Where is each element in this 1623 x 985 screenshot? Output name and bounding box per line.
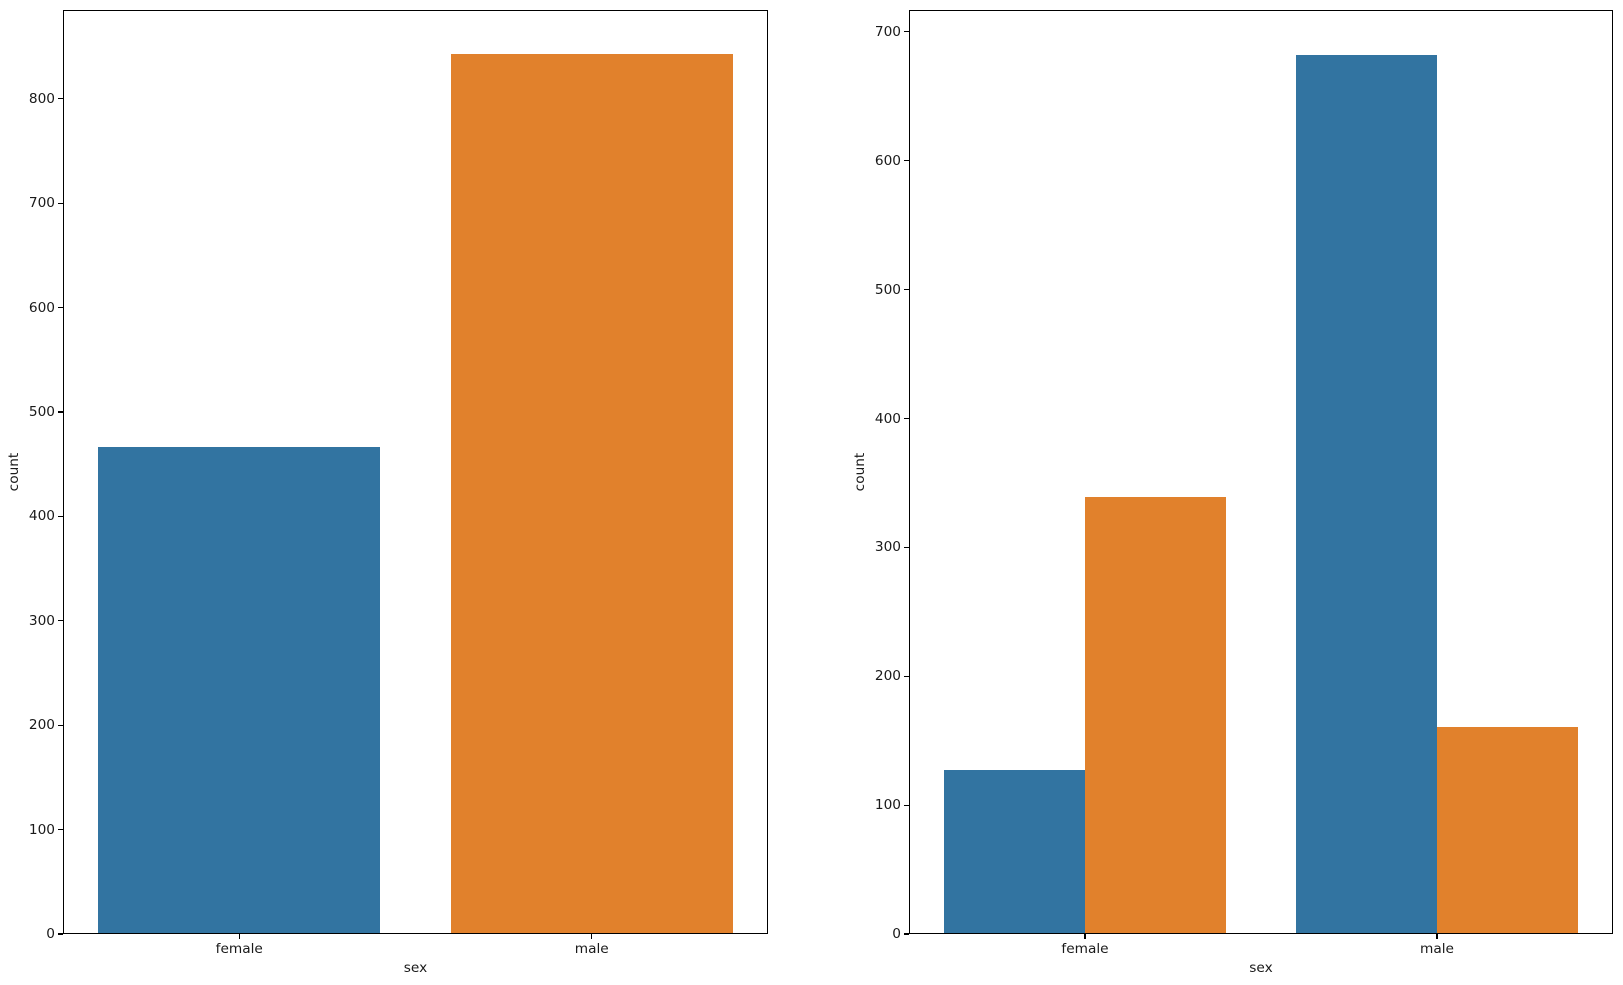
y-axis-label-right: count: [852, 452, 868, 492]
x-axis-label-left: sex: [403, 960, 428, 976]
bar-male-series1: [1437, 726, 1578, 934]
y-tick-label: 400: [28, 508, 55, 525]
x-axis-label-right: sex: [1249, 960, 1273, 976]
y-tick-mark: [58, 620, 63, 622]
x-tick-mark: [1084, 934, 1086, 939]
y-tick-label: 0: [892, 926, 901, 942]
bar-male-series0: [1296, 55, 1437, 934]
y-tick-mark: [904, 417, 909, 420]
y-tick-label: 0: [46, 926, 55, 942]
y-tick-label: 300: [874, 539, 901, 556]
y-tick-mark: [58, 202, 63, 204]
x-tick-label: female: [215, 941, 263, 957]
y-tick-mark: [904, 31, 909, 33]
y-tick-label: 600: [874, 152, 901, 169]
y-tick-mark: [58, 828, 63, 831]
y-tick-mark: [58, 98, 63, 100]
bar-male: [450, 53, 733, 934]
y-tick-mark: [58, 933, 63, 935]
y-tick-mark: [904, 160, 909, 162]
y-tick-mark: [58, 515, 63, 517]
bar-female-series1: [1085, 497, 1226, 934]
x-tick-label: male: [574, 941, 609, 957]
y-tick-label: 100: [874, 797, 901, 814]
x-tick-mark: [238, 934, 240, 939]
x-tick-label: male: [1420, 941, 1454, 957]
x-tick-label: female: [1061, 941, 1109, 957]
y-tick-mark: [58, 306, 63, 309]
y-tick-label: 700: [874, 23, 901, 40]
x-tick-mark: [1436, 934, 1438, 939]
y-tick-mark: [904, 289, 909, 291]
y-tick-label: 200: [28, 717, 55, 734]
y-tick-label: 600: [28, 299, 55, 316]
y-tick-mark: [58, 411, 63, 413]
y-tick-mark: [904, 933, 909, 935]
y-axis-label-left: count: [6, 452, 22, 492]
y-tick-mark: [904, 546, 909, 548]
y-tick-label: 100: [28, 821, 55, 838]
y-tick-label: 200: [874, 668, 901, 685]
y-tick-label: 300: [28, 612, 55, 629]
y-tick-mark: [58, 724, 63, 726]
y-tick-label: 500: [28, 403, 55, 420]
y-tick-label: 500: [874, 281, 901, 298]
x-tick-mark: [591, 934, 593, 939]
y-tick-label: 700: [28, 195, 55, 212]
bar-female: [98, 447, 381, 934]
y-tick-mark: [904, 675, 909, 677]
y-tick-label: 400: [874, 410, 901, 427]
bar-female-series0: [944, 770, 1085, 934]
y-tick-label: 800: [28, 90, 55, 107]
y-tick-mark: [904, 804, 909, 806]
